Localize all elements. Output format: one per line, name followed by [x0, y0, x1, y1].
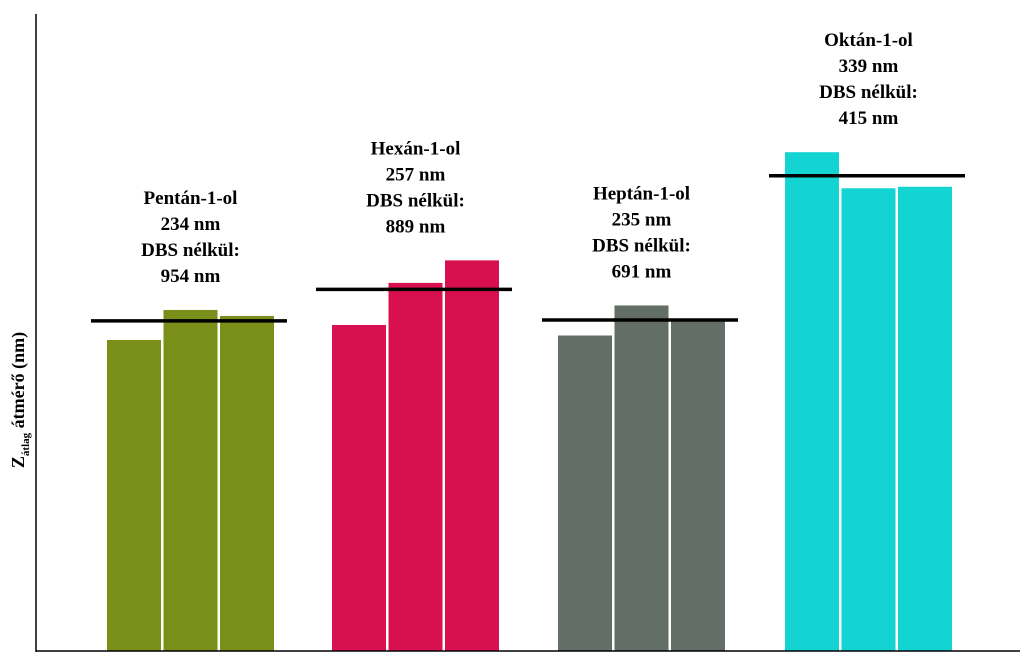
group-label-3-line-3: DBS nélkül: — [592, 235, 691, 256]
group-label-4-line-2: 339 nm — [839, 56, 899, 77]
axes — [35, 14, 1020, 652]
group-label-1-line-4: 954 nm — [161, 266, 221, 287]
group-label-1-line-2: 234 nm — [161, 214, 221, 235]
bar-2-3 — [445, 260, 499, 651]
group-label-2-line-1: Hexán-1-ol — [371, 138, 461, 159]
bar-1-1 — [107, 340, 161, 651]
group-label-4-line-1: Oktán-1-ol — [824, 30, 913, 51]
group-label-1-line-3: DBS nélkül: — [141, 240, 240, 261]
bars-layer — [107, 152, 952, 651]
group-label-3-line-1: Heptán-1-ol — [593, 183, 690, 204]
group-label-1-line-1: Pentán-1-ol — [144, 188, 238, 209]
bar-3-2 — [614, 305, 669, 651]
group-label-3-line-2: 235 nm — [612, 209, 672, 230]
bar-2-2 — [388, 282, 443, 651]
group-label-2-line-3: DBS nélkül: — [366, 190, 465, 211]
group-label-3-line-4: 691 nm — [612, 261, 672, 282]
y-axis-label: Zátlag átmérő (nm) — [8, 332, 32, 468]
y-axis-label-subscript: átlag — [20, 432, 32, 456]
mean-lines-layer — [91, 174, 965, 323]
bar-4-3 — [898, 186, 952, 651]
group-label-2-line-4: 889 nm — [386, 216, 446, 237]
group-label-4-line-3: DBS nélkül: — [819, 82, 918, 103]
bar-3-3 — [671, 318, 725, 651]
bar-1-3 — [220, 315, 274, 651]
bar-4-1 — [785, 152, 839, 651]
y-axis-label-rest: átmérő (nm) — [8, 332, 29, 433]
y-axis-label-main: Z — [8, 456, 28, 468]
bar-1-2 — [163, 309, 218, 651]
group-label-4-line-4: 415 nm — [839, 108, 899, 129]
bar-4-2 — [841, 188, 896, 651]
bar-2-1 — [332, 324, 386, 651]
svg-text:Zátlag átmérő (nm): Zátlag átmérő (nm) — [8, 332, 32, 468]
group-label-2-line-2: 257 nm — [386, 164, 446, 185]
group-labels-layer: Pentán-1-ol 234 nm DBS nélkül: 954 nm Hexán-… — [141, 30, 918, 287]
bar-3-1 — [558, 335, 612, 651]
